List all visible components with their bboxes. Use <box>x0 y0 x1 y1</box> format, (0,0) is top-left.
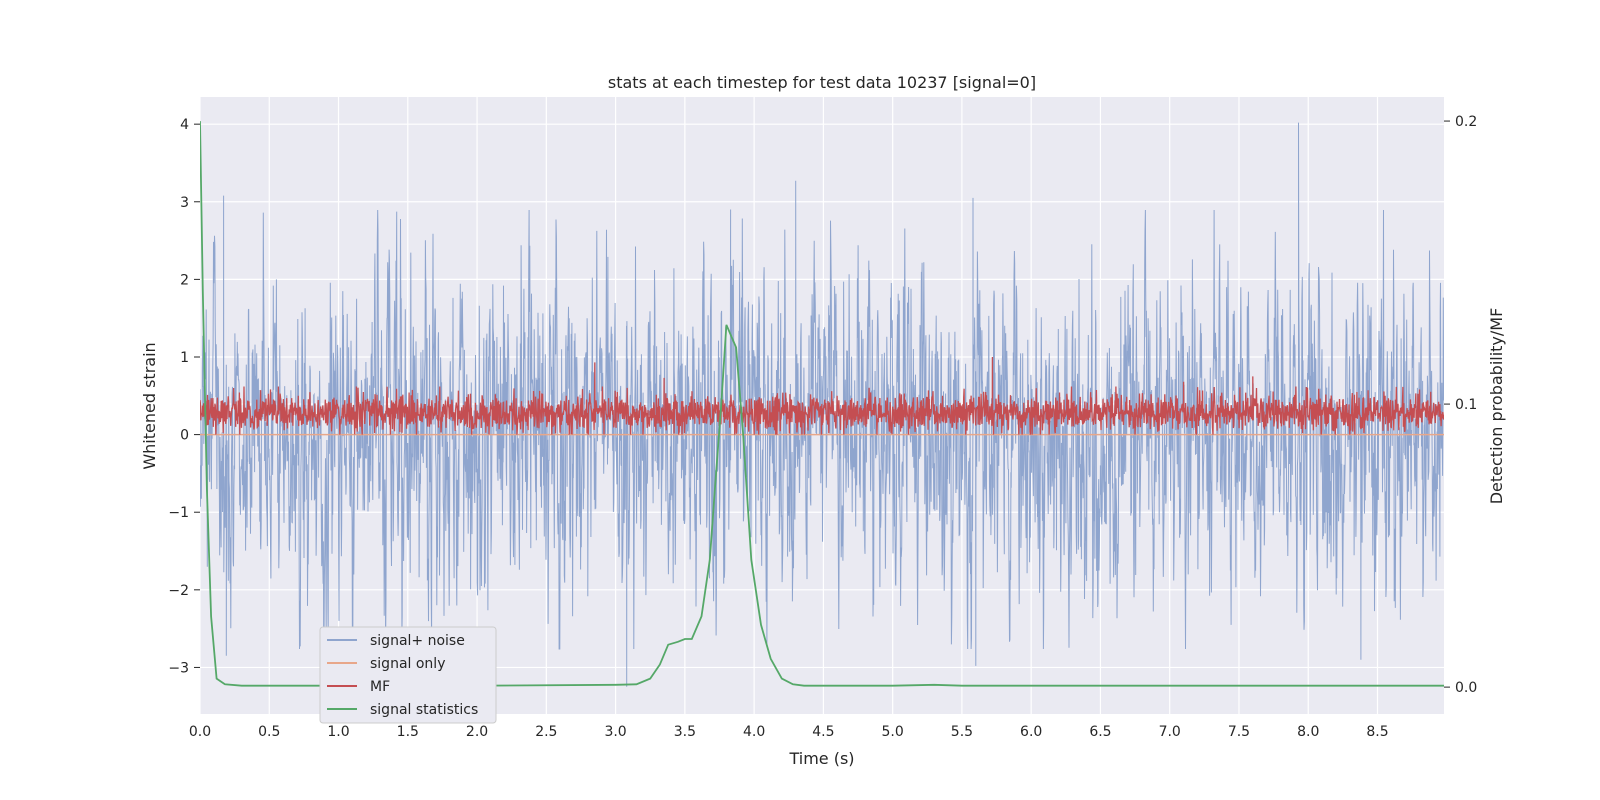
x-tick-label: 3.5 <box>674 724 696 740</box>
x-tick-label: 2.5 <box>535 724 557 740</box>
series-signal-noise <box>200 122 1444 687</box>
x-tick-label: 4.0 <box>743 724 765 740</box>
x-tick-label: 0.5 <box>258 724 280 740</box>
x-tick-label: 7.5 <box>1228 724 1250 740</box>
x-tick-label: 4.5 <box>812 724 834 740</box>
x-tick-label: 6.5 <box>1089 724 1111 740</box>
x-tick-label: 8.0 <box>1297 724 1319 740</box>
chart-title: stats at each timestep for test data 102… <box>608 73 1036 92</box>
legend-label: signal+ noise <box>370 633 465 649</box>
x-axis-label: Time (s) <box>788 749 854 768</box>
x-tick-label: 1.0 <box>327 724 349 740</box>
y-tick-label: 2 <box>180 272 189 288</box>
x-tick-label: 2.0 <box>466 724 488 740</box>
y-axis-label: Whitened strain <box>140 342 159 469</box>
x-tick-label: 7.0 <box>1159 724 1181 740</box>
y-tick-label: −2 <box>168 583 189 599</box>
legend-label: signal statistics <box>370 702 478 718</box>
series-signal-statistics <box>200 121 1444 687</box>
y-tick-label: 1 <box>180 350 189 366</box>
x-tick-label: 5.0 <box>882 724 904 740</box>
x-tick-label: 6.0 <box>1020 724 1042 740</box>
y-tick-label: 0 <box>180 428 189 444</box>
x-tick-label: 5.5 <box>951 724 973 740</box>
y2-tick-label: 0.0 <box>1455 680 1477 696</box>
y-tick-label: 4 <box>180 117 189 133</box>
x-tick-label: 0.0 <box>189 724 211 740</box>
y-tick-label: 3 <box>180 195 189 211</box>
x-tick-label: 1.5 <box>397 724 419 740</box>
legend-label: signal only <box>370 656 445 672</box>
y2-tick-label: 0.2 <box>1455 114 1477 130</box>
x-tick-label: 8.5 <box>1366 724 1388 740</box>
legend-label: MF <box>370 679 390 695</box>
y2-tick-label: 0.1 <box>1455 397 1477 413</box>
series-layer <box>200 121 1444 687</box>
legend: signal+ noise signal only MF signal statist… <box>319 626 497 724</box>
series-mf <box>200 356 1444 435</box>
y-tick-label: −3 <box>168 660 189 676</box>
axes: 0.0 0.5 1.0 1.5 2.0 2.5 3.0 3.5 4.0 4.5 5.0 5.5 6.0 6… <box>168 114 1477 740</box>
y-tick-label: −1 <box>168 505 189 521</box>
y2-axis-label: Detection probability/MF <box>1487 308 1506 505</box>
legend-box <box>319 626 497 724</box>
x-tick-label: 3.0 <box>604 724 626 740</box>
